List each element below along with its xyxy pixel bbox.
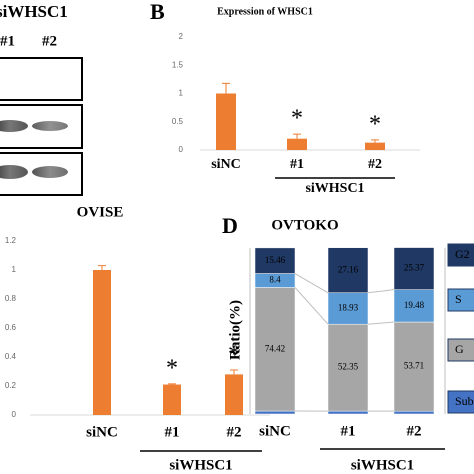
chart-title: OVISE	[77, 204, 124, 220]
x-tick-label: siNC	[259, 423, 291, 439]
error-bar	[230, 369, 238, 375]
y-tick-label: 0.8	[5, 294, 17, 303]
value-label: 8.4	[269, 275, 281, 285]
blot-band	[0, 165, 28, 179]
y-tick-label: 1.5	[172, 60, 184, 69]
bar-segment	[393, 410, 435, 415]
error-bar	[222, 82, 230, 94]
error-bar	[293, 133, 301, 139]
bar	[93, 270, 111, 415]
group-label: siWHSC1	[305, 181, 364, 196]
panel-letter: B	[150, 0, 165, 24]
y-tick-label: 0.2	[5, 381, 17, 390]
error-bar	[371, 139, 379, 143]
bar-segment	[254, 247, 296, 274]
significance: *	[369, 111, 381, 137]
value-label: 25.37	[404, 263, 425, 273]
value-label: 53.71	[404, 361, 424, 371]
panel-letter: D	[222, 213, 238, 238]
y-tick-label: 0.4	[5, 352, 17, 361]
value-label: 15.46	[265, 255, 286, 265]
value-label: 74.42	[265, 343, 285, 353]
legend-label: G2	[455, 247, 470, 261]
bar	[365, 142, 385, 150]
bar-segment	[254, 410, 296, 415]
connector	[367, 321, 395, 325]
blot-band	[32, 121, 68, 131]
group-label: siWHSC1	[169, 457, 232, 473]
bar	[216, 93, 236, 150]
y-tick-label: 2	[179, 32, 184, 41]
legend-swatch	[447, 243, 474, 267]
legend-label: G	[455, 342, 464, 356]
x-tick-label: siNC	[211, 157, 241, 172]
x-tick-label: siNC	[86, 424, 118, 440]
blot-row	[0, 57, 83, 101]
bar-segment	[327, 323, 369, 412]
chart: OVISE 0 0.2 0.4 0.6 0.8 1 1.2 siNC #1 #2 siWHSC1 * *	[5, 204, 270, 473]
significance: *	[228, 342, 240, 368]
y-axis-label: Ratio(%)	[227, 300, 243, 360]
lane-label: #2	[42, 33, 57, 49]
x-tick-label: #1	[165, 424, 180, 440]
y-tick-label: 1	[179, 89, 184, 98]
bar	[287, 138, 307, 150]
chart-title: OVTOKO	[271, 217, 338, 233]
chart: DOVTOKORatio(%)siNC#1#2siWHSC11.7974.428…	[222, 213, 474, 473]
significance: *	[166, 355, 178, 381]
group-label: siWHSC1	[351, 457, 414, 473]
y-tick-label: 1.2	[5, 236, 17, 245]
blot-label: siWHSC1	[0, 2, 68, 21]
significance: *	[291, 106, 303, 132]
x-tick-label: #2	[227, 424, 242, 440]
western-blot: siWHSC1 #1 #2	[0, 2, 83, 196]
connector	[367, 289, 395, 294]
y-tick-label: 0.6	[5, 323, 17, 332]
x-tick-label: #1	[341, 423, 356, 439]
value-label: 52.35	[338, 362, 359, 372]
connector	[294, 273, 329, 294]
connector	[294, 287, 329, 325]
bar-segment	[327, 292, 369, 325]
bar-segment	[254, 287, 296, 412]
blot-band	[0, 120, 28, 132]
y-tick-label: 0	[179, 145, 184, 154]
bar-segment	[393, 289, 435, 323]
legend-label: Sub	[455, 394, 474, 408]
value-label: 19.48	[404, 300, 425, 310]
chart-title: Expression of WHSC1	[217, 6, 313, 17]
chart: B Expression of WHSC1 0 0.5 1 1.5 2 siNC #1 #2 siW…	[150, 0, 420, 196]
x-tick-label: #1	[290, 157, 304, 172]
y-tick-label: 0.5	[172, 117, 184, 126]
y-tick-label: 0	[12, 410, 17, 419]
bar	[225, 374, 243, 415]
legend-swatch	[447, 288, 474, 312]
x-tick-label: #2	[368, 157, 382, 172]
y-tick-label: 1	[12, 265, 17, 274]
bar	[163, 384, 181, 415]
bar-segment	[393, 321, 435, 412]
bar-segment	[327, 247, 369, 294]
legend-label: S	[455, 292, 462, 306]
bar-segment	[327, 410, 369, 415]
value-label: 27.16	[338, 264, 359, 274]
value-label: 18.93	[338, 303, 359, 313]
bar-segment	[393, 247, 435, 290]
legend-swatch	[447, 338, 474, 362]
x-tick-label: #2	[407, 423, 422, 439]
error-bar	[168, 383, 176, 385]
blot-band	[32, 166, 68, 178]
error-bar	[98, 265, 106, 270]
legend-swatch	[447, 390, 474, 414]
lane-label: #1	[0, 33, 15, 49]
